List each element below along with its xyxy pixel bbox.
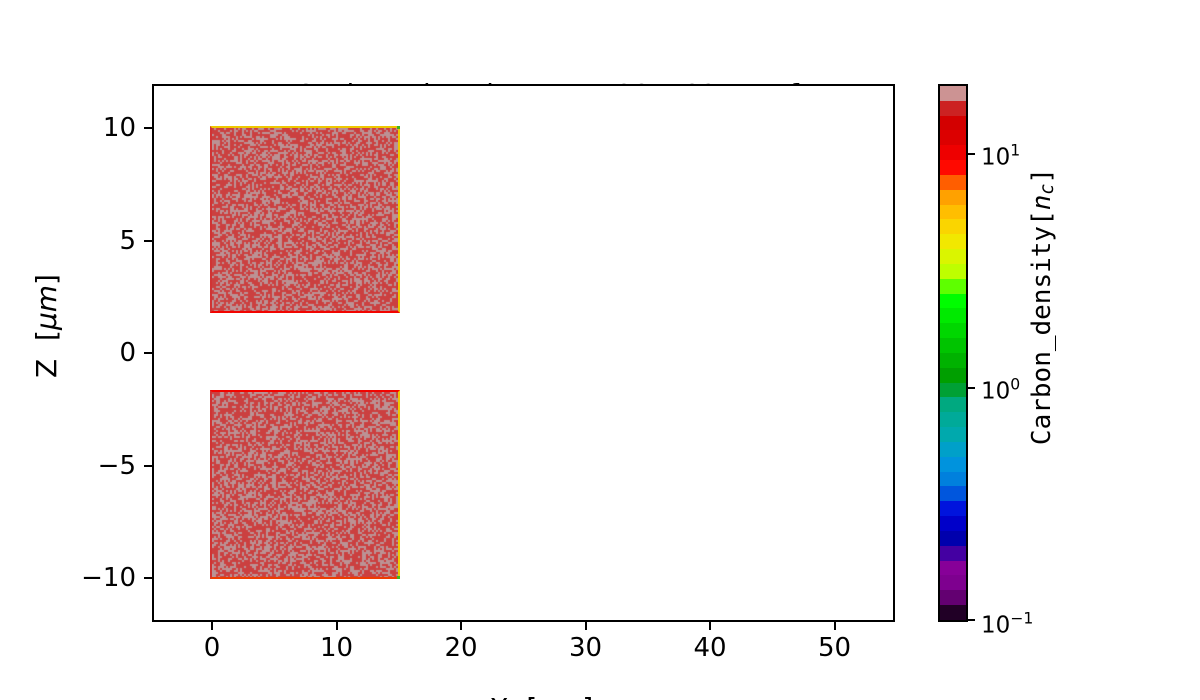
colorbar-band [940, 263, 966, 279]
colorbar-band [940, 293, 966, 309]
x-tick-mark [335, 622, 338, 630]
y-axis-label: Z [μm] [26, 84, 66, 622]
colorbar-band [940, 160, 966, 175]
colorbar-band [940, 441, 966, 457]
colorbar-label: Carbon_density[nc] [1022, 84, 1064, 622]
y-tick-label: 5 [119, 225, 136, 256]
y-axis-label-mu: μm [29, 285, 63, 331]
density-block-upper-texture [212, 128, 398, 311]
colorbar-band [940, 590, 966, 605]
colorbar-band [940, 100, 966, 116]
colorbar-band [940, 323, 966, 339]
x-axis-label-pre: X [ [489, 692, 537, 700]
colorbar-tick-mark [968, 619, 975, 621]
x-tick-label: 50 [817, 633, 852, 663]
x-axis-label-mu: μm [537, 692, 582, 700]
colorbar-band [940, 352, 966, 368]
y-tick-label: −5 [97, 450, 136, 481]
x-tick-label: 30 [568, 633, 603, 663]
colorbar-band [940, 367, 966, 383]
colorbar-band [940, 278, 966, 294]
y-tick-label: 10 [102, 113, 136, 143]
x-axis-label-post: ] [582, 692, 593, 700]
density-block-lower-texture [212, 392, 398, 577]
y-axis-label-pre: Z [ [29, 330, 63, 379]
x-tick-label: 10 [319, 633, 354, 663]
x-tick-label: 0 [203, 633, 221, 663]
y-tick-mark [144, 577, 152, 579]
y-tick-mark [144, 352, 152, 354]
colorbar-band [940, 338, 966, 353]
colorbar-band [940, 249, 966, 264]
colorbar-band [940, 397, 966, 413]
x-tick-mark [833, 622, 836, 630]
colorbar-band [940, 604, 966, 620]
x-tick-mark [584, 622, 587, 630]
colorbar-band [940, 189, 966, 205]
y-tick-label: 0 [119, 338, 136, 368]
colorbar-band [940, 456, 966, 472]
colorbar-band [940, 575, 966, 591]
colorbar-band [940, 412, 966, 428]
density-block-upper [210, 126, 400, 313]
colorbar-band [940, 174, 966, 190]
colorbar-band [940, 382, 966, 398]
colorbar [938, 84, 968, 622]
colorbar-label-post: ] [1027, 167, 1058, 184]
colorbar-band [940, 560, 966, 576]
colorbar-tick-label: 101 [981, 141, 1021, 171]
y-tick-mark [144, 464, 152, 467]
colorbar-tick-label: 100 [981, 374, 1021, 405]
colorbar-tick-label: 10−1 [981, 608, 1034, 639]
colorbar-label-n: n [1027, 194, 1058, 210]
density-block-lower [210, 390, 400, 579]
colorbar-band [940, 530, 966, 546]
colorbar-band [940, 86, 966, 101]
x-tick-label: 40 [693, 633, 727, 663]
x-tick-label: 20 [444, 633, 478, 663]
colorbar-band [940, 486, 966, 502]
colorbar-label-pre: Carbon_density[ [1027, 209, 1058, 445]
colorbar-band [940, 219, 966, 235]
x-tick-mark [460, 622, 462, 630]
x-tick-mark [211, 622, 213, 630]
y-axis-label-post: ] [29, 274, 63, 286]
y-tick-label: −10 [81, 563, 136, 593]
colorbar-band [940, 308, 966, 324]
x-tick-mark [709, 622, 711, 630]
colorbar-band [940, 516, 966, 531]
colorbar-band [940, 545, 966, 561]
colorbar-band [940, 427, 966, 442]
colorbar-label-sub-c: c [1037, 183, 1059, 195]
edge-artifact-dot-upper [397, 126, 400, 129]
colorbar-band [940, 471, 966, 487]
x-axis-label: X [μm] [152, 658, 895, 700]
y-tick-mark [144, 127, 152, 129]
colorbar-tick-mark [968, 153, 975, 156]
colorbar-band [940, 145, 966, 161]
colorbar-band [940, 501, 966, 517]
colorbar-band [940, 234, 966, 250]
y-tick-mark [144, 239, 152, 242]
colorbar-tick-mark [968, 387, 975, 390]
colorbar-band [940, 204, 966, 220]
edge-artifact-dot-lower [397, 576, 400, 579]
colorbar-band [940, 130, 966, 146]
colorbar-band [940, 115, 966, 131]
